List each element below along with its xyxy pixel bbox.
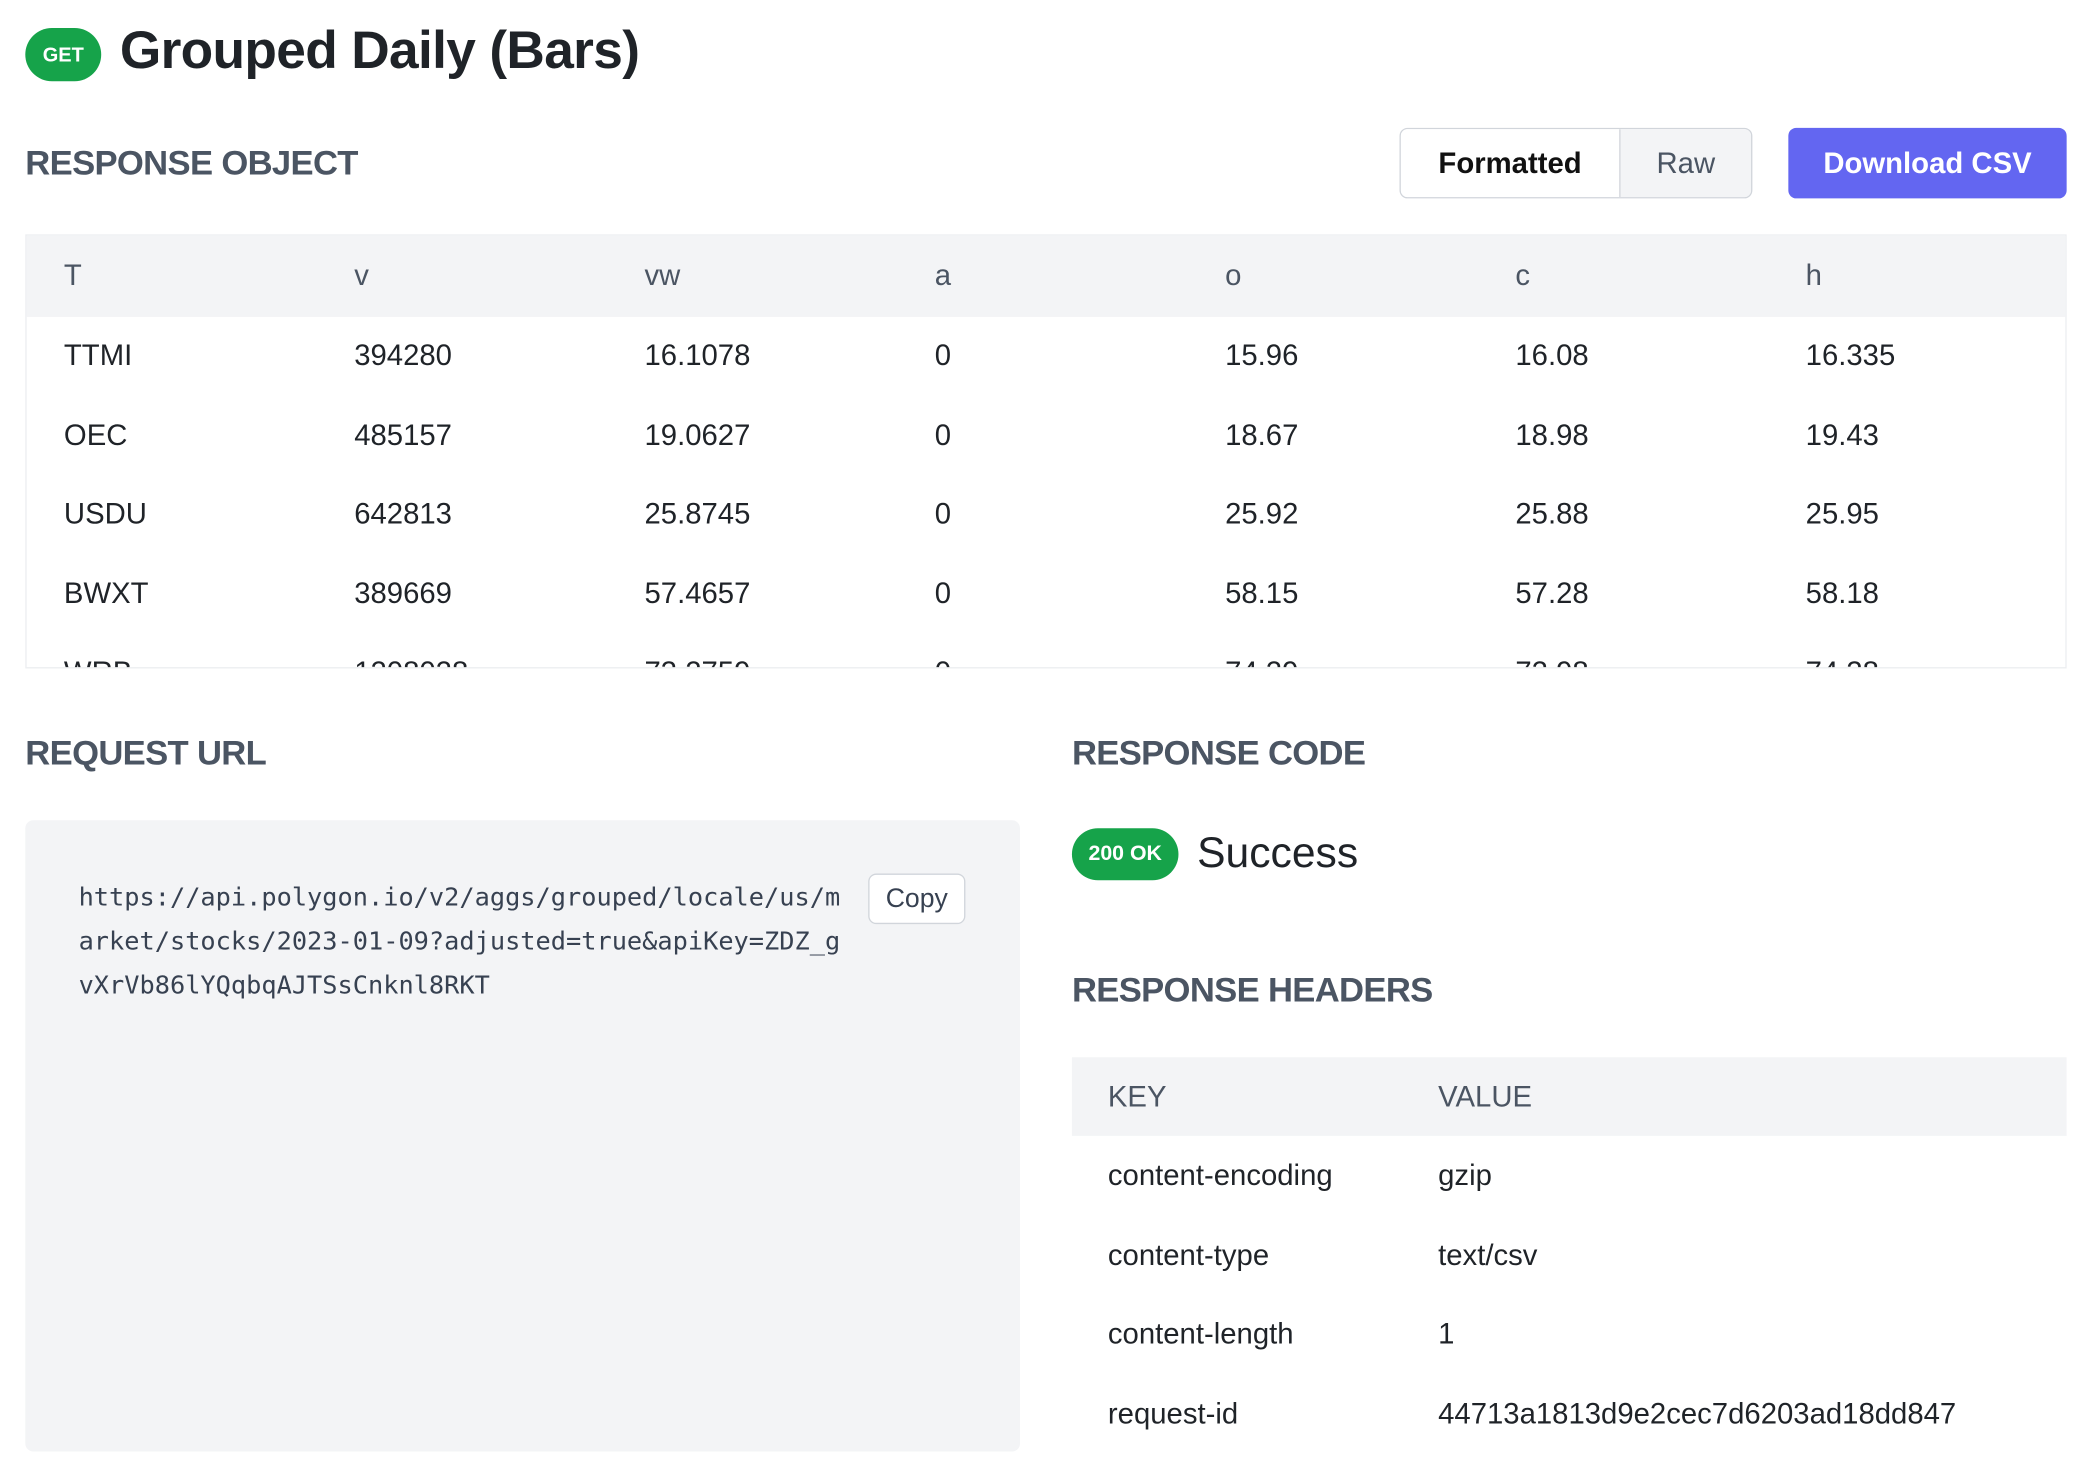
table-cell: 0	[935, 633, 951, 667]
section-heading: RESPONSE HEADERS	[1071, 969, 1433, 1010]
table-cell: 25.95	[1805, 496, 1879, 530]
table-cell: 16.1078	[644, 338, 751, 372]
table-cell: gzip	[1438, 1158, 1492, 1192]
table-cell: request-id	[1107, 1396, 1239, 1430]
status-text: Success	[1197, 828, 1359, 877]
table-cell: 58.18	[1805, 575, 1879, 610]
table-cell: text/csv	[1438, 1237, 1538, 1272]
table-cell: content-encoding	[1107, 1158, 1333, 1192]
table-cell: 57.28	[1515, 575, 1589, 610]
table-cell: 0	[934, 575, 952, 610]
column-header: KEY	[1107, 1079, 1167, 1114]
table-cell: 16.335	[1805, 338, 1896, 372]
table-cell: 25.8745	[644, 496, 751, 530]
table-cell: 19.43	[1805, 417, 1879, 451]
section-heading: RESPONSE OBJECT	[25, 142, 358, 183]
table-cell: 15.96	[1225, 338, 1299, 372]
column-header: o	[1225, 258, 1242, 292]
table-cell: 74.29	[1225, 633, 1298, 667]
column-header: c	[1515, 258, 1531, 292]
column-header: VALUE	[1438, 1079, 1533, 1114]
table-header	[26, 235, 2066, 317]
table-cell: 16.08	[1515, 338, 1589, 372]
table-cell: 74.38	[1806, 633, 1879, 667]
table-cell: 25.88	[1515, 496, 1589, 530]
table-cell: 72.98	[1515, 633, 1588, 667]
table-cell: 394280	[354, 338, 452, 372]
table-cell: 18.98	[1515, 417, 1589, 451]
table-cell: USDU	[63, 496, 147, 530]
column-header: a	[934, 258, 952, 292]
table-cell: 0	[934, 496, 952, 530]
method-badge: GET	[25, 27, 102, 82]
section-heading: RESPONSE CODE	[1071, 732, 1366, 773]
table-cell: 18.67	[1225, 417, 1299, 451]
table-cell: 642813	[354, 496, 452, 530]
table-cell: BWXT	[63, 575, 149, 610]
status-badge: 200 OK	[1071, 828, 1179, 881]
table-cell: 1208028	[354, 633, 468, 667]
column-header: T	[63, 258, 82, 292]
table-cell: TTMI	[63, 338, 133, 372]
column-header: h	[1805, 258, 1822, 292]
section-heading: REQUEST URL	[25, 732, 267, 773]
table-header	[1071, 1057, 2067, 1136]
copy-button[interactable]: Copy	[868, 873, 966, 925]
table-cell: 58.15	[1225, 575, 1299, 610]
table-cell: content-type	[1107, 1237, 1270, 1272]
table-cell: 19.0627	[644, 417, 751, 451]
url-box: https://api.polygon.io/v2/aggs/grouped/l…	[25, 820, 1021, 1452]
page-title: Grouped Daily (Bars)	[119, 21, 640, 80]
table-cell: 73.2759	[644, 633, 750, 667]
table-cell: WRB	[64, 633, 132, 667]
view-toggle: Formatted Raw	[1399, 127, 1753, 199]
headers-table: KEY VALUE content-encoding gzip content-type…	[1071, 1057, 2067, 1456]
table-cell: 57.4657	[644, 575, 751, 610]
table-cell: 389669	[354, 575, 452, 610]
column-header: vw	[644, 258, 681, 292]
table-cell: OEC	[63, 417, 128, 451]
table-cell: 1	[1438, 1316, 1455, 1351]
table-cell: 0	[934, 338, 952, 372]
table-cell: 0	[934, 417, 952, 451]
toggle-raw[interactable]: Raw	[1620, 129, 1752, 198]
download-button[interactable]: Download CSV	[1788, 127, 2067, 199]
table-cell: 485157	[354, 417, 452, 451]
table-cell: content-length	[1107, 1316, 1294, 1351]
table-cell: 44713a1813d9e2cec7d6203ad18dd847	[1438, 1396, 1957, 1430]
column-header: v	[354, 258, 369, 292]
toggle-formatted[interactable]: Formatted	[1400, 129, 1621, 198]
request-url: https://api.polygon.io/v2/aggs/grouped/l…	[78, 882, 841, 1001]
table-cell: 25.92	[1225, 496, 1299, 530]
